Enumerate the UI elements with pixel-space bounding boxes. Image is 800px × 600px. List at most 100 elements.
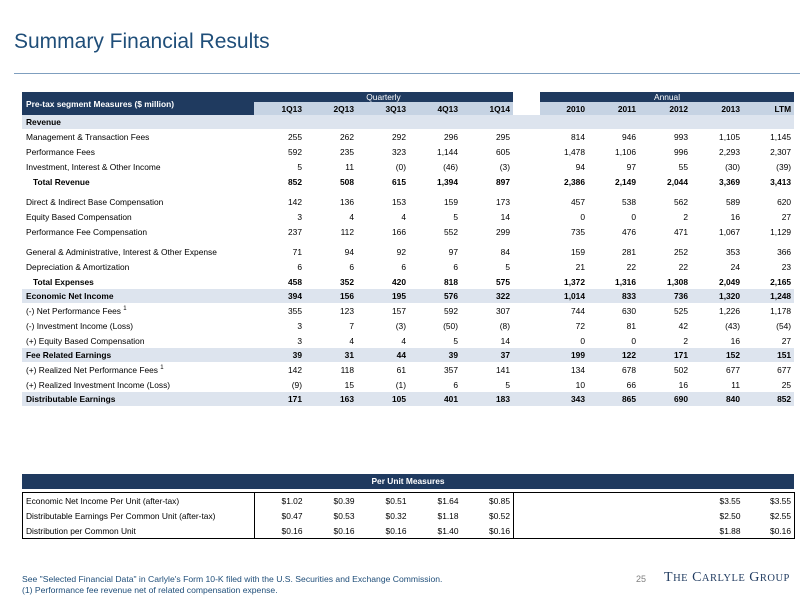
table-cell: 25: [781, 379, 792, 390]
carlyle-logo: THE CARLYLE GROUP: [664, 570, 790, 585]
table-cell: 322: [461, 289, 513, 303]
table-cell: 3,413: [770, 176, 792, 187]
table-cell: $0.39: [333, 495, 355, 506]
table-row: (+) Equity Based Compensation 3 4 4 5 14 0 0 2 16…: [22, 333, 794, 348]
table-cell: 183: [461, 392, 513, 406]
table-cell: 94: [575, 161, 585, 172]
table-row: Depreciation & Amortization 6 6 6 6 5 21 22 22 24…: [22, 259, 794, 274]
table-cell: [640, 508, 692, 523]
row-label: Total Expenses: [33, 276, 94, 287]
col-header: 2010: [540, 102, 588, 115]
table-cell: 592: [444, 305, 458, 316]
table-cell: 1,394: [437, 176, 458, 187]
col-header: 2011: [588, 102, 639, 115]
table-cell: 1,226: [719, 305, 740, 316]
table-cell: 10: [575, 379, 585, 390]
table-cell: (8): [499, 320, 510, 331]
table-cell: 118: [340, 364, 354, 375]
table-header-label: Pre-tax segment Measures ($ million): [22, 92, 254, 115]
table-cell: $0.51: [385, 495, 407, 506]
annual-header: Annual: [540, 92, 795, 102]
table-cell: 1,178: [770, 305, 792, 316]
table-cell: 23: [781, 261, 792, 272]
table-cell: 166: [392, 226, 406, 237]
table-cell: 81: [626, 320, 636, 331]
table-cell: 5: [505, 261, 510, 272]
table-cell: 1,067: [719, 226, 740, 237]
table-cell: 3: [297, 211, 302, 222]
table-cell: $0.16: [385, 525, 407, 536]
table-cell: (3): [395, 320, 406, 331]
table-cell: 575: [496, 276, 510, 287]
table-cell: 105: [357, 392, 409, 406]
table-cell: 357: [444, 364, 458, 375]
per-unit-row: Economic Net Income Per Unit (after-tax)…: [23, 492, 795, 509]
table-cell: 4: [349, 335, 354, 346]
row-label: (+) Equity Based Compensation: [26, 335, 145, 346]
table-cell: $1.64: [437, 495, 459, 506]
row-label: (-) Net Performance Fees 1: [26, 305, 127, 316]
table-cell: [589, 523, 640, 539]
table-cell: $0.52: [489, 510, 510, 521]
table-cell: 323: [392, 146, 406, 157]
row-label: Economic Net Income Per Unit (after-tax): [26, 495, 180, 506]
row-label: Distribution per Common Unit: [26, 525, 136, 536]
table-cell: 112: [340, 226, 354, 237]
table-cell: 352: [340, 276, 354, 287]
table-cell: 94: [344, 246, 354, 257]
row-label: Performance Fee Compensation: [26, 226, 148, 237]
table-cell: 16: [678, 379, 688, 390]
table-cell: $2.55: [770, 510, 791, 521]
table-cell: $1.88: [719, 525, 741, 536]
table-cell: 134: [571, 364, 585, 375]
table-cell: 2,307: [770, 146, 792, 157]
table-cell: 552: [444, 226, 458, 237]
table-cell: 865: [588, 392, 639, 406]
table-cell: [640, 493, 692, 509]
table-cell: 736: [639, 289, 691, 303]
table-cell: 690: [639, 392, 691, 406]
table-cell: 2,386: [564, 176, 585, 187]
row-label: Depreciation & Amortization: [26, 261, 130, 272]
table-cell: 255: [288, 131, 302, 142]
total-row: Total Revenue 852 508 615 1,394 897 2,386 2,149…: [22, 174, 794, 189]
table-cell: 39: [409, 348, 461, 362]
table-cell: 292: [392, 131, 406, 142]
table-cell: 818: [444, 276, 458, 287]
table-cell: 508: [340, 176, 354, 187]
table-cell: [743, 115, 795, 129]
table-cell: 2,049: [719, 276, 740, 287]
table-cell: 355: [288, 305, 302, 316]
table-cell: 833: [588, 289, 639, 303]
table-cell: 171: [639, 348, 691, 362]
table-cell: 11: [731, 379, 740, 390]
table-cell: 299: [496, 226, 510, 237]
table-cell: 2: [683, 211, 688, 222]
table-cell: 1,145: [770, 131, 792, 142]
table-cell: 4: [349, 211, 354, 222]
table-cell: (39): [776, 161, 792, 172]
table-cell: 6: [453, 261, 458, 272]
table-cell: 1,320: [691, 289, 743, 303]
table-cell: 39: [254, 348, 305, 362]
row-label: Total Revenue: [33, 176, 90, 187]
table-cell: 22: [626, 261, 636, 272]
table-cell: [409, 115, 461, 129]
table-cell: 3: [297, 320, 302, 331]
table-cell: [461, 115, 513, 129]
table-cell: 476: [622, 226, 636, 237]
table-cell: 153: [392, 196, 406, 207]
table-cell: 163: [305, 392, 357, 406]
col-header: 2012: [639, 102, 691, 115]
table-cell: 814: [571, 131, 585, 142]
table-cell: 24: [730, 261, 740, 272]
table-cell: [541, 493, 589, 509]
section-row: Revenue: [22, 115, 795, 129]
col-header: 2013: [691, 102, 743, 115]
table-cell: 27: [781, 335, 792, 346]
table-cell: 2,149: [615, 176, 636, 187]
table-cell: 946: [622, 131, 636, 142]
table-cell: 97: [626, 161, 636, 172]
title-divider: [14, 73, 800, 74]
table-cell: (50): [443, 320, 458, 331]
